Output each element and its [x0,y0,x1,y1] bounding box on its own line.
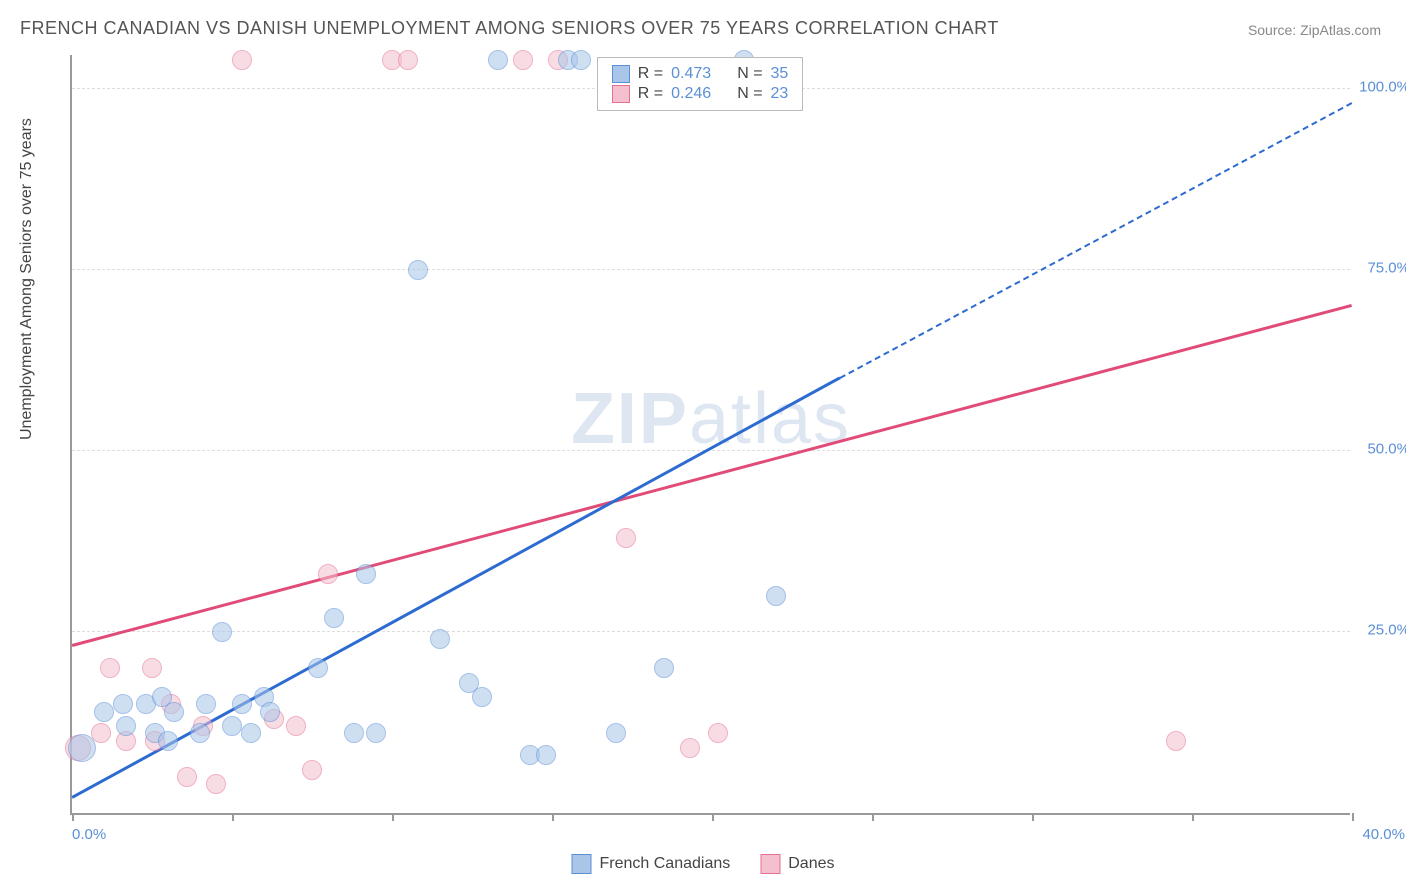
stats-row: R = 0.473 N = 35 [612,65,789,83]
data-point [260,702,280,722]
data-point [113,694,133,714]
data-point [318,564,338,584]
gridline [72,450,1350,451]
data-point [356,564,376,584]
x-tick [1352,813,1354,821]
data-point [286,716,306,736]
legend-swatch [760,854,780,874]
x-tick [392,813,394,821]
x-tick [1192,813,1194,821]
x-tick [72,813,74,821]
chart-title: FRENCH CANADIAN VS DANISH UNEMPLOYMENT A… [20,18,999,39]
legend-label: Danes [788,855,834,873]
gridline [72,269,1350,270]
data-point [513,50,533,70]
data-point [680,738,700,758]
data-point [232,50,252,70]
data-point [398,50,418,70]
data-point [654,658,674,678]
data-point [616,528,636,548]
trend-line [72,304,1353,647]
stats-r-value: 0.246 [671,85,711,103]
gridline [72,631,1350,632]
data-point [196,694,216,714]
data-point [190,723,210,743]
data-point [177,767,197,787]
legend-label: French Canadians [600,855,731,873]
stats-r-value: 0.473 [671,65,711,83]
x-tick [232,813,234,821]
data-point [116,716,136,736]
source-label: Source: ZipAtlas.com [1248,22,1381,38]
stats-box: R = 0.473 N = 35 R = 0.246 N = 23 [597,57,804,111]
data-point [164,702,184,722]
y-tick-label: 75.0% [1367,260,1406,277]
data-point [212,622,232,642]
chart-plot-area: ZIPatlas 25.0%50.0%75.0%100.0%0.0%40.0%R… [70,55,1350,815]
data-point [408,260,428,280]
bottom-legend: French Canadians Danes [572,854,835,874]
stats-n-value: 35 [771,65,789,83]
data-point [536,745,556,765]
x-tick-label: 40.0% [1362,826,1405,843]
data-point [1166,731,1186,751]
y-tick-label: 50.0% [1367,441,1406,458]
x-tick-label: 0.0% [72,826,106,843]
data-point [488,50,508,70]
data-point [302,760,322,780]
y-axis-label: Unemployment Among Seniors over 75 years [18,118,36,440]
x-tick [552,813,554,821]
stats-row: R = 0.246 N = 23 [612,85,789,103]
data-point [94,702,114,722]
data-point [308,658,328,678]
trend-line [840,102,1353,379]
stats-r-label: R = [638,65,663,83]
stats-swatch [612,85,630,103]
data-point [606,723,626,743]
stats-n-value: 23 [771,85,789,103]
data-point [708,723,728,743]
x-tick [872,813,874,821]
data-point [344,723,364,743]
data-point [232,694,252,714]
legend-item: French Canadians [572,854,731,874]
y-tick-label: 100.0% [1359,79,1406,96]
data-point [68,734,96,762]
data-point [241,723,261,743]
data-point [472,687,492,707]
x-tick [712,813,714,821]
data-point [100,658,120,678]
x-tick [1032,813,1034,821]
data-point [142,658,162,678]
data-point [324,608,344,628]
data-point [766,586,786,606]
stats-swatch [612,65,630,83]
data-point [430,629,450,649]
stats-n-label: N = [737,85,762,103]
data-point [206,774,226,794]
y-tick-label: 25.0% [1367,622,1406,639]
legend-swatch [572,854,592,874]
data-point [571,50,591,70]
data-point [366,723,386,743]
data-point [222,716,242,736]
stats-r-label: R = [638,85,663,103]
data-point [158,731,178,751]
stats-n-label: N = [737,65,762,83]
legend-item: Danes [760,854,834,874]
